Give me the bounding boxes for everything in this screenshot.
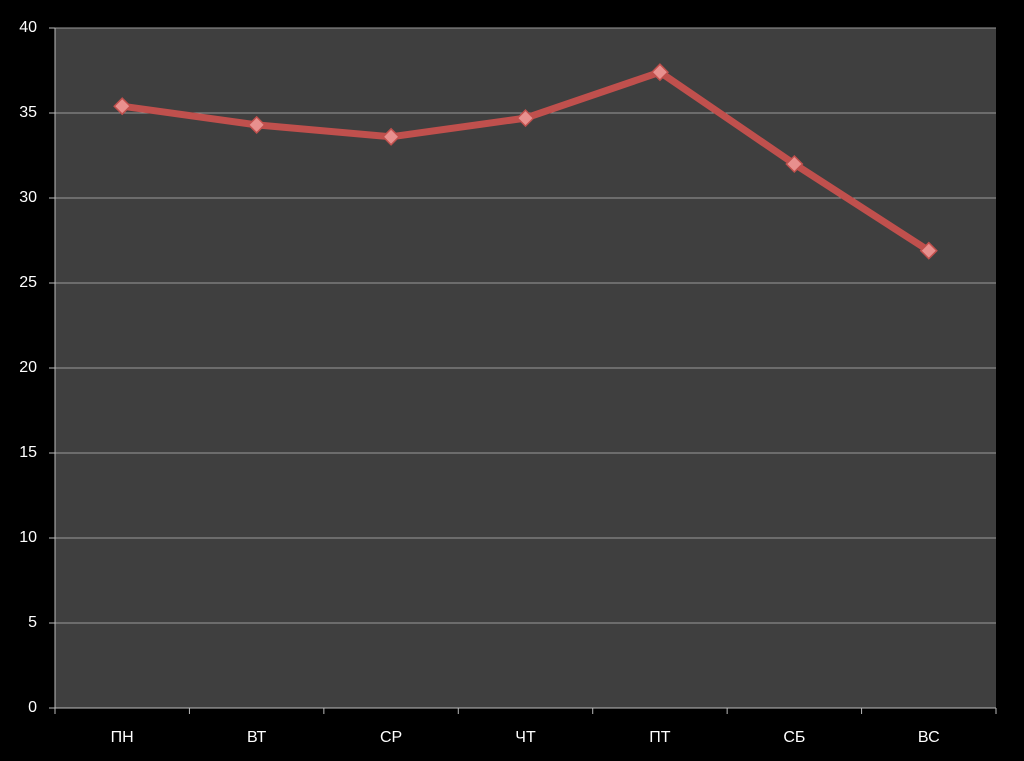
y-tick-label: 5 [28, 614, 37, 631]
data-marker [113, 97, 132, 116]
y-tick-label: 35 [19, 104, 37, 121]
y-tick-label: 0 [28, 699, 37, 716]
data-marker [919, 241, 938, 260]
y-tick-label: 20 [19, 359, 37, 376]
x-tick-label: СР [380, 729, 402, 746]
y-tick-label: 10 [19, 529, 37, 546]
data-marker [516, 109, 535, 128]
data-marker [247, 115, 266, 134]
y-tick-label: 40 [19, 19, 37, 36]
data-marker [650, 63, 669, 82]
x-tick-label: ПН [111, 729, 134, 746]
x-tick-label: ВС [918, 729, 940, 746]
data-marker [382, 127, 401, 146]
y-tick-label: 15 [19, 444, 37, 461]
x-tick-label: СБ [783, 729, 805, 746]
x-tick-label: ПТ [649, 729, 671, 746]
data-marker [785, 154, 804, 174]
x-tick-label: ВТ [247, 729, 267, 746]
y-tick-label: 30 [19, 189, 37, 206]
x-tick-label: ЧТ [515, 729, 536, 746]
y-tick-label: 25 [19, 274, 37, 291]
